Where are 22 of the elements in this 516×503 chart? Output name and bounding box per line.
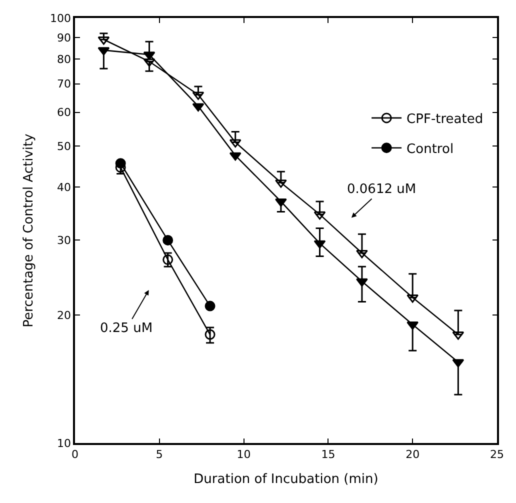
y-tick-label: 90 (57, 31, 72, 44)
y-tick-label: 40 (57, 180, 72, 194)
y-tick-label: 70 (57, 78, 72, 91)
x-tick-label: 5 (156, 448, 163, 461)
x-tick-label: 0 (72, 448, 78, 461)
y-tick-label: 60 (57, 106, 72, 120)
x-axis-title: Duration of Incubation (min) (194, 472, 378, 488)
x-tick-label: 10 (236, 448, 251, 461)
legend-label: CPF-treated (406, 112, 484, 128)
y-tick-label: 10 (57, 436, 72, 450)
x-tick-label: 15 (321, 448, 336, 461)
y-tick-label: 30 (57, 234, 72, 248)
annotation: 0.0612 uM (347, 182, 416, 197)
x-tick-label: 25 (490, 448, 504, 461)
y-tick-label: 100 (50, 12, 72, 25)
y-axis-title: Percentage of Control Activity (22, 133, 36, 328)
annotation: 0.25 uM (100, 321, 153, 336)
y-tick-label: 50 (57, 140, 72, 153)
y-tick-label: 80 (57, 53, 72, 66)
y-tick-label: 20 (57, 308, 72, 322)
legend-label: Control (406, 142, 454, 157)
x-tick-label: 20 (406, 448, 420, 461)
